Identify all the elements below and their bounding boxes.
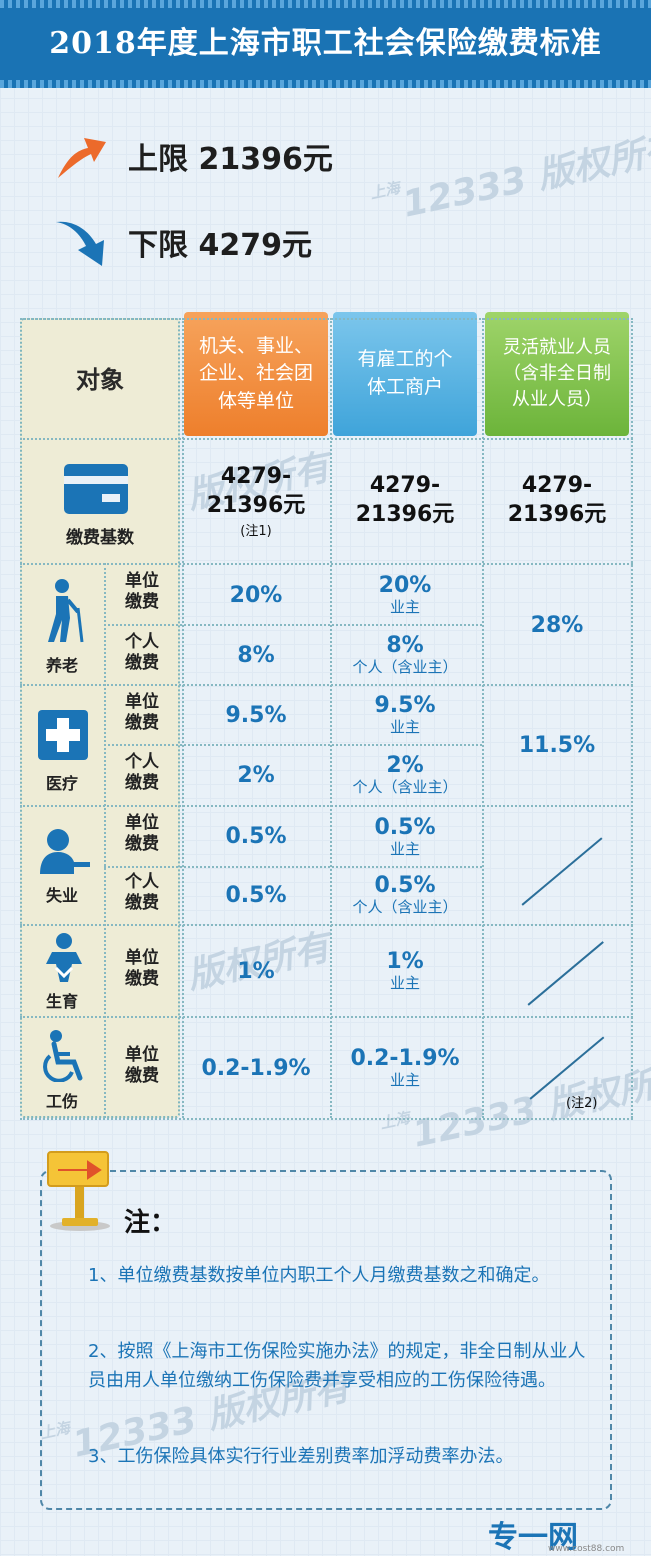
person-desk-icon: [40, 829, 90, 874]
upper-limit: 上限 21396元: [50, 124, 333, 188]
grid-line: [330, 318, 332, 1118]
lower-limit-text: 下限 4279元: [128, 228, 312, 263]
notes-box: [40, 1170, 612, 1510]
category-pension: 养老: [45, 656, 78, 675]
grid-line: [104, 866, 482, 868]
unemployment-personal-1: 0.5%: [225, 882, 287, 908]
unit-pay-label: 单位缴费: [125, 692, 159, 734]
medical-unit-1: 9.5%: [225, 702, 287, 728]
grid-line: [20, 1118, 633, 1120]
grid-line: [182, 318, 184, 1118]
grid-line: [20, 924, 633, 926]
grid-line: [20, 684, 633, 686]
lower-limit: 下限 4279元: [50, 210, 312, 274]
category-maternity: 生育: [45, 992, 78, 1011]
unemployment-unit-1: 0.5%: [225, 824, 287, 849]
arrow-up-icon: [58, 138, 106, 178]
wheelchair-icon: [43, 1030, 83, 1082]
grid-line: [104, 563, 106, 1118]
note-item-3: 3、工伤保险具体实行行业差别费率加浮动费率办法。: [88, 1446, 514, 1467]
grid-line: [104, 624, 482, 626]
title-stripe-top: [0, 0, 651, 8]
unit-pay-label: 单位缴费: [125, 948, 159, 990]
medical-flexible: 11.5%: [518, 732, 596, 758]
header-flexible-employment: 灵活就业人员（含非全日制从业人员）: [485, 312, 629, 436]
base-label: 缴费基数: [66, 528, 134, 548]
object-label: 对象: [76, 365, 124, 394]
personal-pay-label: 个人缴费: [125, 632, 159, 674]
title-bar: 2018年度上海市职工社会保险缴费标准: [0, 0, 651, 88]
unit-pay-label: 单位缴费: [125, 571, 159, 613]
unemployment-unit-2: 0.5% 业主: [374, 814, 436, 858]
footer-logo: 专一网: [488, 1520, 578, 1555]
pension-unit-1: 20%: [229, 582, 283, 608]
elderly-icon: [48, 579, 84, 643]
baby-icon: [46, 933, 82, 982]
injury-unit-2: 0.2-1.9% 业主: [350, 1046, 460, 1089]
maternity-unit-1: 1%: [237, 958, 275, 984]
grid-line: [20, 318, 633, 320]
arrow-down-icon: [56, 221, 104, 266]
maternity-unit-2: 1% 业主: [386, 949, 424, 992]
base-flexible: 4279-21396元: [507, 473, 607, 527]
card-icon: [64, 464, 128, 514]
grid-line: [20, 563, 633, 565]
note-item-1: 1、单位缴费基数按单位内职工个人月缴费基数之和确定。: [88, 1265, 550, 1286]
grid-line: [631, 318, 633, 1118]
category-medical: 医疗: [45, 774, 78, 793]
header-individual-business: 有雇工的个体工商户: [333, 312, 477, 436]
base-individual-business: 4279-21396元: [355, 473, 455, 527]
pension-flexible: 28%: [530, 612, 584, 638]
category-injury: 工伤: [45, 1092, 78, 1111]
unit-pay-label: 单位缴费: [125, 813, 159, 855]
note-item-2: 2、按照《上海市工伤保险实施办法》的规定，非全日制从业人员由用人单位缴纳工伤保险…: [88, 1341, 586, 1391]
title-stripe-bottom: [0, 80, 651, 88]
page-title: 2018年度上海市职工社会保险缴费标准: [49, 26, 602, 61]
medical-personal-1: 2%: [237, 762, 275, 788]
base-units: 4279-21396元 (注1): [206, 463, 306, 540]
unemployment-personal-2: 0.5% 个人（含业主）: [352, 873, 458, 916]
grid-line: [20, 438, 633, 440]
signpost-icon: [47, 1151, 110, 1231]
medical-unit-2: 9.5% 业主: [374, 693, 436, 736]
grid-line: [20, 1016, 633, 1018]
unit-pay-label: 单位缴费: [125, 1045, 159, 1087]
category-unemployment: 失业: [45, 886, 78, 905]
injury-flexible-note: (注2): [566, 1096, 598, 1111]
grid-line: [104, 744, 482, 746]
pension-unit-2: 20% 业主: [378, 573, 432, 616]
header-units: 机关、事业、企业、社会团体等单位: [184, 312, 328, 436]
pension-personal-1: 8%: [237, 642, 275, 668]
upper-limit-text: 上限 21396元: [128, 142, 333, 177]
injury-unit-1: 0.2-1.9%: [201, 1055, 311, 1081]
medical-personal-2: 2% 个人（含业主）: [352, 753, 458, 796]
personal-pay-label: 个人缴费: [125, 872, 159, 914]
notes-title: 注：: [124, 1208, 177, 1238]
grid-line: [482, 318, 484, 1118]
medical-cross-icon: [38, 710, 88, 760]
personal-pay-label: 个人缴费: [125, 752, 159, 794]
pension-personal-2: 8% 个人（含业主）: [352, 633, 458, 676]
grid-line: [20, 805, 633, 807]
footer-url: www.cost88.com: [548, 1544, 625, 1554]
